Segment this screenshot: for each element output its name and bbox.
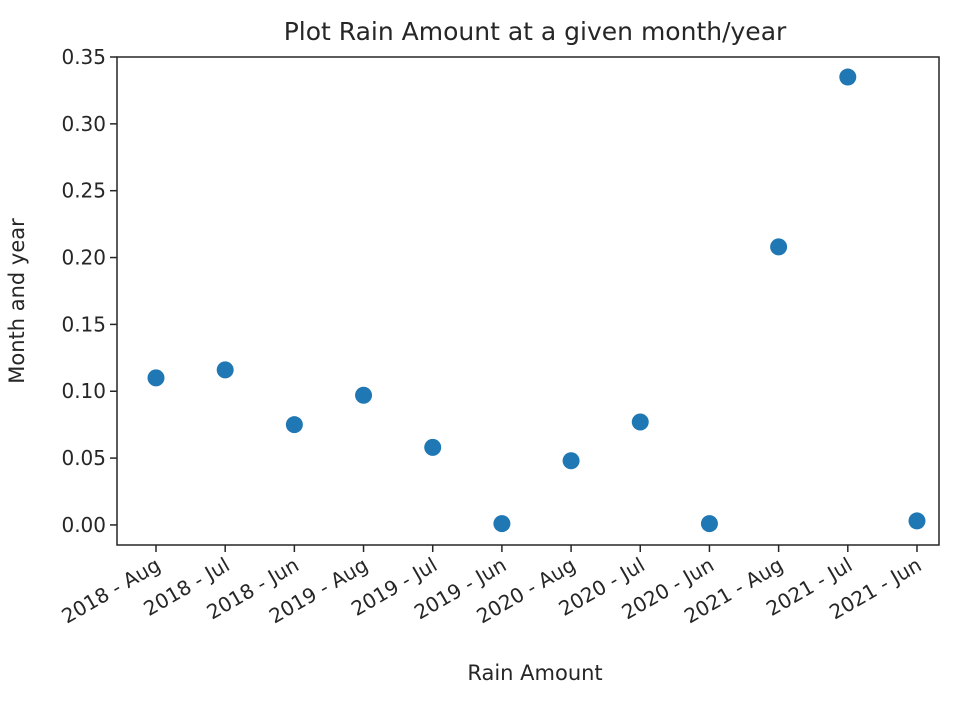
y-tick-label: 0.35 bbox=[61, 45, 106, 69]
y-tick-label: 0.00 bbox=[61, 513, 106, 537]
data-point bbox=[631, 413, 649, 431]
data-point bbox=[424, 438, 442, 456]
x-axis-title: Rain Amount bbox=[467, 661, 602, 685]
chart-title: Plot Rain Amount at a given month/year bbox=[284, 17, 787, 46]
y-tick-label: 0.10 bbox=[61, 379, 106, 403]
data-point bbox=[147, 369, 165, 387]
data-point bbox=[562, 452, 580, 470]
y-axis: 0.00 0.05 0.10 0.15 0.20 0.25 0.30 0.35 bbox=[61, 45, 117, 537]
y-tick-label: 0.05 bbox=[61, 446, 106, 470]
data-point bbox=[285, 416, 303, 434]
y-tick-label: 0.20 bbox=[61, 246, 106, 270]
data-point bbox=[908, 512, 926, 530]
plot-frame bbox=[116, 56, 940, 546]
y-tick-label: 0.15 bbox=[61, 312, 106, 336]
data-point bbox=[216, 361, 234, 379]
y-axis-title: Month and year bbox=[5, 218, 29, 384]
data-point bbox=[493, 515, 511, 533]
y-tick-label: 0.25 bbox=[61, 179, 106, 203]
data-point bbox=[839, 68, 857, 86]
data-point bbox=[770, 238, 788, 256]
data-point bbox=[700, 515, 718, 533]
y-tick-label: 0.30 bbox=[61, 112, 106, 136]
data-points bbox=[147, 68, 926, 533]
data-point bbox=[355, 386, 373, 404]
